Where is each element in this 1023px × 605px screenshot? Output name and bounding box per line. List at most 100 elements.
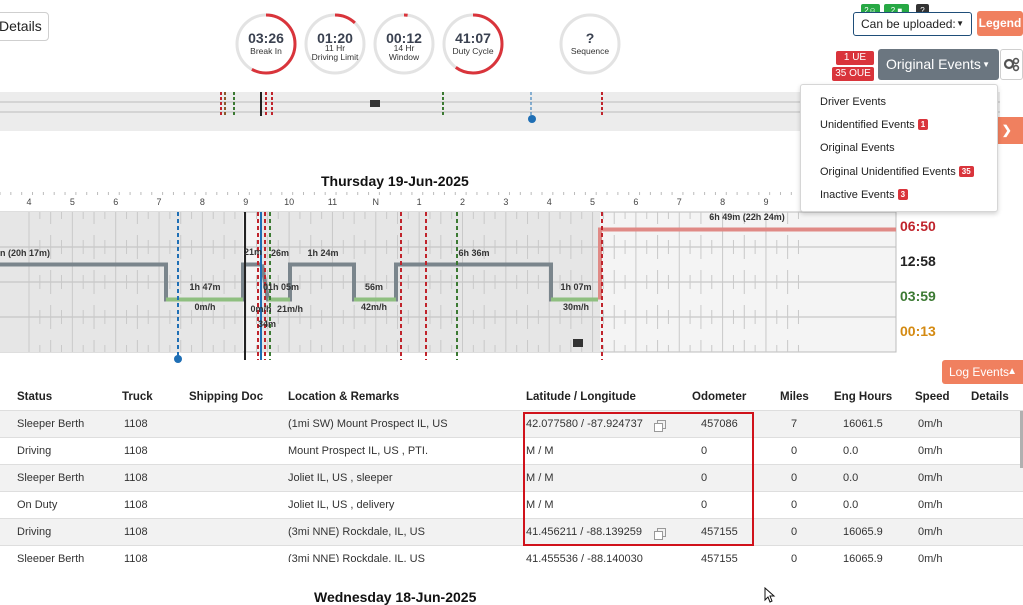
settings-button[interactable] bbox=[1000, 49, 1023, 80]
cell-eng: 0.0 bbox=[843, 499, 859, 511]
col-truck[interactable]: Truck bbox=[122, 391, 153, 403]
cell-latlng: 42.077580 / -87.924737 bbox=[526, 418, 643, 430]
col-shipping-doc[interactable]: Shipping Doc bbox=[189, 391, 264, 403]
total-driving: 03:59 bbox=[900, 288, 936, 304]
cell-location: (1mi SW) Mount Prospect IL, US bbox=[288, 418, 448, 430]
cell-speed: 0m/h bbox=[918, 499, 943, 511]
col-lat-lng[interactable]: Latitude / Longitude bbox=[526, 391, 636, 403]
col-location[interactable]: Location & Remarks bbox=[288, 391, 400, 403]
cell-truck: 1108 bbox=[124, 472, 148, 484]
details-button[interactable]: Details bbox=[0, 12, 49, 41]
cell-miles: 7 bbox=[791, 418, 798, 430]
cell-speed: 0m/h bbox=[918, 553, 943, 562]
cell-miles: 0 bbox=[791, 553, 798, 562]
col-odometer[interactable]: Odometer bbox=[692, 391, 747, 403]
cell-eng: 16065.9 bbox=[843, 526, 883, 538]
hour-label: 7 bbox=[157, 197, 162, 207]
events-view-value: Original Events bbox=[886, 56, 981, 72]
legend-button[interactable]: Legend bbox=[977, 11, 1023, 36]
truck-icon: ■ bbox=[897, 6, 903, 15]
cell-odometer: 0 bbox=[701, 499, 708, 511]
segment-duration-label: 0m/h bbox=[194, 302, 215, 312]
off-duty-segment bbox=[598, 227, 896, 300]
cell-location: Joliet IL, US , sleeper bbox=[288, 472, 393, 484]
menu-item-unidentified-events[interactable]: Unidentified Events 1 bbox=[820, 117, 929, 133]
segment-duration-label: 6h 49m (22h 24m) bbox=[709, 212, 785, 222]
caret-down-icon: ▼ bbox=[982, 60, 990, 69]
cell-eng: 16061.5 bbox=[843, 418, 883, 430]
segment-duration-label: 21m/h bbox=[277, 304, 303, 314]
hos-log-graph: 4 5 6 7 8 9 10 11 N 1 2 3 4 5 6 7 8 9 n (20h 17m) 1h 47m 0m/… bbox=[0, 192, 897, 363]
cell-location: (3mi NNE) Rockdale, IL, US bbox=[288, 526, 425, 538]
menu-item-original-unidentified-events[interactable]: Original Unidentified Events 35 bbox=[820, 164, 974, 180]
cell-status: Driving bbox=[17, 445, 52, 457]
segment-duration-label: 1h 24m bbox=[307, 248, 338, 258]
col-eng-hours[interactable]: Eng Hours bbox=[834, 391, 893, 403]
log-events-table: Status Truck Shipping Doc Location & Rem… bbox=[0, 384, 1023, 562]
cell-latlng: 41.455536 / -88.140030 bbox=[526, 553, 643, 562]
menu-item-inactive-events[interactable]: Inactive Events 3 bbox=[820, 187, 909, 203]
hour-label: 11 bbox=[328, 197, 337, 207]
cell-location: Mount Prospect IL, US , PTI. bbox=[288, 445, 428, 457]
cell-eng: 0.0 bbox=[843, 445, 859, 457]
hour-label: N bbox=[373, 197, 380, 207]
oue-badge[interactable]: 35 OUE bbox=[832, 67, 874, 81]
upload-select-value: Can be uploaded: bbox=[861, 17, 956, 31]
segment-duration-label: 26m bbox=[271, 248, 289, 258]
timer-value: 01:20 bbox=[317, 30, 353, 46]
location-marker bbox=[174, 355, 182, 363]
badge-count: 2 bbox=[890, 6, 896, 15]
cell-status: Driving bbox=[17, 526, 52, 538]
col-speed[interactable]: Speed bbox=[915, 391, 950, 403]
table-scrollbar[interactable] bbox=[1020, 411, 1023, 468]
timer-value: ? bbox=[585, 30, 595, 46]
hour-label: 8 bbox=[200, 197, 205, 207]
segment-duration-label: 6h 36m bbox=[458, 248, 489, 258]
table-row[interactable]: Driving 1108 (3mi NNE) Rockdale, IL, US 41.… bbox=[0, 518, 1023, 545]
hour-label: 7 bbox=[677, 197, 682, 207]
menu-item-label: Inactive Events bbox=[820, 189, 895, 201]
count-badge: 3 bbox=[897, 189, 909, 200]
menu-item-driver-events[interactable]: Driver Events bbox=[820, 94, 886, 110]
table-row[interactable]: Sleeper Berth 1108 (3mi NNE) Rockdale, IL,… bbox=[0, 545, 1023, 562]
day-title: Thursday 19-Jun-2025 bbox=[321, 173, 469, 189]
cell-speed: 0m/h bbox=[918, 445, 943, 457]
cell-odometer: 457086 bbox=[701, 418, 738, 430]
menu-item-original-events[interactable]: Original Events bbox=[820, 140, 895, 156]
truck-marker bbox=[573, 339, 583, 347]
timer-value: 00:12 bbox=[386, 30, 422, 46]
timer-label: Sequence bbox=[570, 46, 610, 56]
segment-duration-label: 42m/h bbox=[361, 302, 387, 312]
total-on-duty: 00:13 bbox=[900, 323, 936, 339]
table-row[interactable]: Driving 1108 Mount Prospect IL, US , PTI. M… bbox=[0, 437, 1023, 464]
ue-badge[interactable]: 1 UE bbox=[836, 51, 874, 65]
hour-label: 9 bbox=[763, 197, 768, 207]
count-badge: 1 bbox=[917, 119, 929, 130]
table-row[interactable]: On Duty 1108 Joliet IL, US , delivery M / M… bbox=[0, 491, 1023, 518]
timer-label: 11 Hr bbox=[324, 43, 346, 53]
upload-status-select[interactable]: Can be uploaded: ▼ bbox=[853, 12, 972, 36]
col-status[interactable]: Status bbox=[17, 391, 53, 403]
chevron-up-icon: ▲ bbox=[1007, 366, 1017, 377]
count-badge: 35 bbox=[958, 166, 974, 177]
sequence-indicator[interactable]: ? Sequence bbox=[559, 13, 621, 75]
table-row[interactable]: Sleeper Berth 1108 (1mi SW) Mount Prospect… bbox=[0, 410, 1023, 437]
copy-icon[interactable] bbox=[654, 527, 666, 540]
menu-item-label: Original Events bbox=[820, 142, 895, 154]
col-miles[interactable]: Miles bbox=[780, 391, 809, 403]
table-row[interactable]: Sleeper Berth 1108 Joliet IL, US , sleeper… bbox=[0, 464, 1023, 491]
cell-odometer: 0 bbox=[701, 445, 708, 457]
cell-status: On Duty bbox=[17, 499, 58, 511]
duty-cycle-timer: 41:07 Duty Cycle bbox=[442, 13, 504, 75]
segment-duration-label: 1h 47m bbox=[189, 282, 220, 292]
col-details[interactable]: Details bbox=[971, 391, 1009, 403]
log-events-button[interactable]: Log Events ▲ bbox=[942, 360, 1023, 384]
cell-speed: 0m/h bbox=[918, 418, 943, 430]
timer-label: Driving Limit bbox=[311, 52, 359, 62]
copy-icon[interactable] bbox=[654, 419, 666, 432]
cell-odometer: 457155 bbox=[701, 526, 738, 538]
cell-truck: 1108 bbox=[124, 499, 148, 511]
events-view-dropdown-button[interactable]: Original Events ▼ bbox=[878, 49, 999, 80]
segment-duration-label: 30m/h bbox=[563, 302, 589, 312]
timer-label: Break In bbox=[250, 46, 282, 56]
